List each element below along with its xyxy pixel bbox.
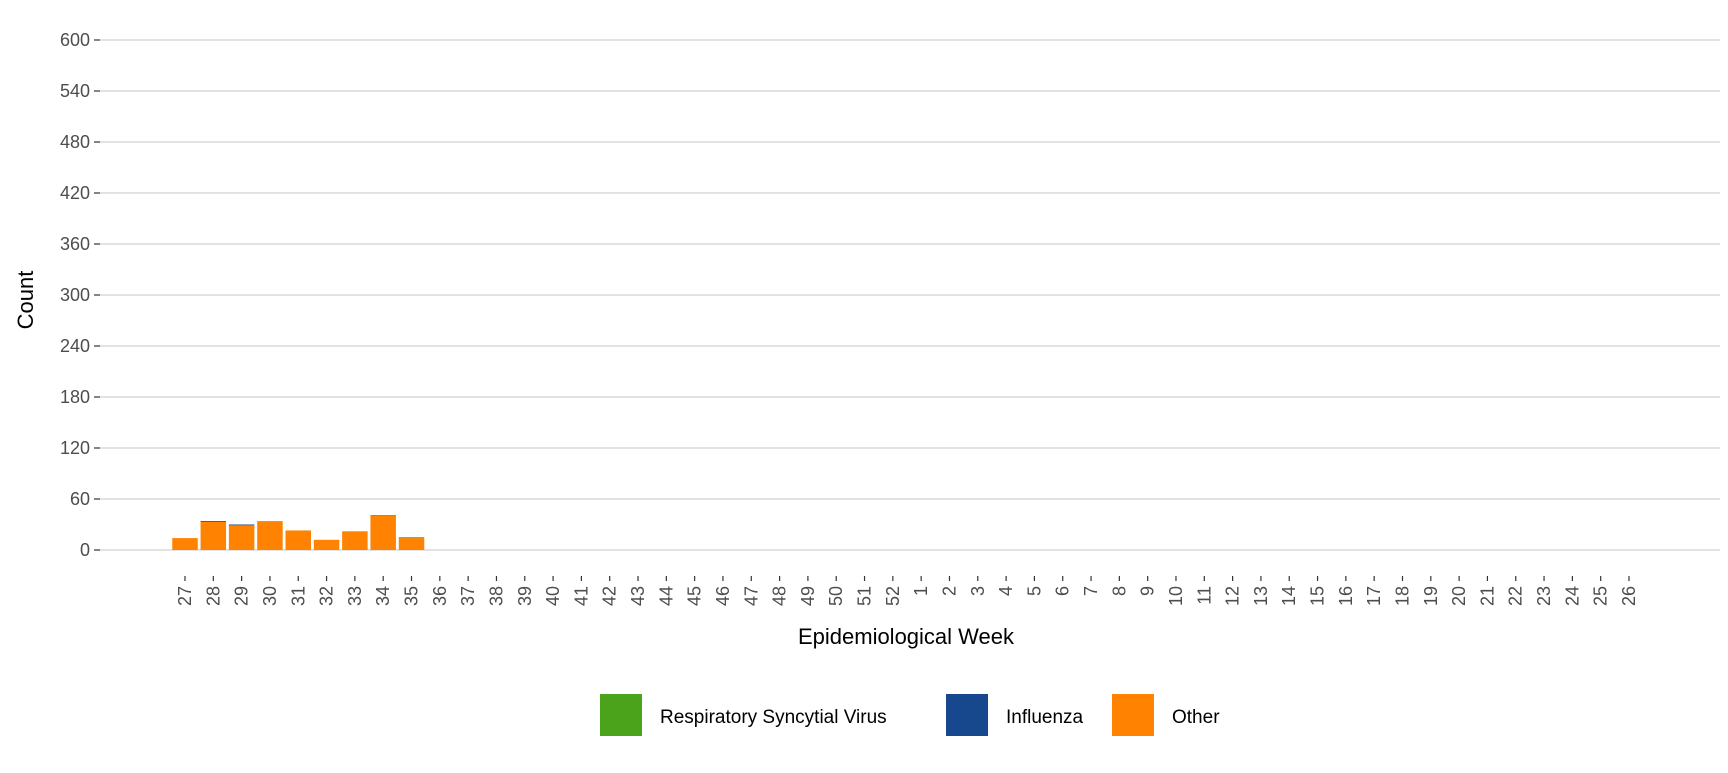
y-tick-label: 60 [70, 489, 90, 509]
bar-influenza [228, 524, 255, 526]
x-tick-label: 3 [968, 586, 988, 596]
bar-other [172, 538, 198, 550]
x-tick-label: 46 [713, 586, 733, 606]
x-tick-label: 30 [260, 586, 280, 606]
y-tick-label: 120 [60, 438, 90, 458]
x-tick-label: 49 [798, 586, 818, 606]
x-tick-label: 19 [1421, 586, 1441, 606]
x-tick-label: 40 [543, 586, 563, 606]
x-tick-label: 1 [911, 586, 931, 596]
legend: Respiratory Syncytial Virus Influenza Othe… [600, 694, 1220, 736]
bar-other [342, 531, 368, 550]
y-tick-label: 240 [60, 336, 90, 356]
x-tick-label: 20 [1449, 586, 1469, 606]
x-tick-label: 50 [826, 586, 846, 606]
x-tick-label: 7 [1081, 586, 1101, 596]
bar-other [228, 525, 255, 550]
legend-swatch [600, 694, 642, 736]
x-axis: 27 28 29 30 31 32 33 34 35 36 37 38 39 40 41 42 43 44 45 46… [175, 576, 1639, 606]
x-tick-label: 32 [317, 586, 337, 606]
x-tick-label: 44 [656, 586, 676, 606]
x-tick-label: 16 [1336, 586, 1356, 606]
x-tick-label: 41 [571, 586, 591, 606]
x-tick-label: 15 [1308, 586, 1328, 606]
x-tick-label: 47 [741, 586, 761, 606]
x-tick-label: 33 [345, 586, 365, 606]
x-tick-label: 34 [373, 586, 393, 606]
y-tick-label: 180 [60, 387, 90, 407]
x-tick-label: 51 [855, 586, 875, 606]
x-tick-label: 48 [770, 586, 790, 606]
grid [100, 39, 1720, 551]
bars [172, 515, 425, 550]
y-axis-label: Count [13, 271, 38, 330]
x-tick-label: 25 [1591, 586, 1611, 606]
x-tick-label: 43 [628, 586, 648, 606]
x-tick-label: 38 [486, 586, 506, 606]
y-tick-label: 360 [60, 234, 90, 254]
x-tick-label: 12 [1223, 586, 1243, 606]
x-tick-label: 18 [1392, 586, 1412, 606]
x-tick-label: 45 [685, 586, 705, 606]
legend-label: Respiratory Syncytial Virus [660, 707, 887, 728]
x-tick-label: 52 [883, 586, 903, 606]
x-tick-label: 23 [1534, 586, 1554, 606]
y-tick-label: 480 [60, 132, 90, 152]
y-tick-label: 300 [60, 285, 90, 305]
x-tick-label: 36 [430, 586, 450, 606]
x-tick-label: 39 [515, 586, 535, 606]
y-tick-label: 540 [60, 81, 90, 101]
x-axis-label: Epidemiological Week [798, 624, 1015, 649]
x-tick-label: 37 [458, 586, 478, 606]
bar-other [370, 516, 396, 550]
x-tick-label: 5 [1024, 586, 1044, 596]
bar-respiratory-syncytial-virus [398, 537, 425, 539]
legend-swatch [946, 694, 988, 736]
x-tick-label: 11 [1194, 586, 1214, 605]
legend-label: Influenza [1006, 707, 1084, 728]
bar-other [257, 521, 283, 550]
x-tick-label: 2 [939, 586, 959, 596]
x-tick-label: 24 [1562, 586, 1582, 606]
x-tick-label: 28 [203, 586, 223, 606]
legend-swatch [1112, 694, 1154, 736]
y-tick-label: 420 [60, 183, 90, 203]
x-tick-label: 8 [1109, 586, 1129, 596]
legend-label: Other [1172, 707, 1220, 728]
y-axis: 0 60 120 180 240 300 360 420 480 540 600 [60, 30, 100, 560]
bar-other [313, 539, 340, 550]
x-tick-label: 31 [288, 586, 308, 606]
x-tick-label: 22 [1506, 586, 1526, 606]
x-tick-label: 4 [996, 586, 1016, 596]
y-tick-label: 600 [60, 30, 90, 50]
bar-other [200, 521, 227, 550]
x-tick-label: 21 [1477, 586, 1497, 606]
x-tick-label: 42 [600, 586, 620, 606]
x-tick-label: 14 [1279, 586, 1299, 606]
x-tick-label: 29 [232, 586, 252, 606]
x-tick-label: 27 [175, 586, 195, 606]
y-tick-label: 0 [80, 540, 90, 560]
x-tick-label: 35 [402, 586, 422, 606]
bar-other [398, 538, 425, 550]
x-tick-label: 13 [1251, 586, 1271, 606]
bar-influenza [200, 521, 227, 522]
x-tick-label: 17 [1364, 586, 1384, 606]
x-tick-label: 10 [1166, 586, 1186, 606]
bar-other [285, 530, 311, 550]
bar-respiratory-syncytial-virus [370, 515, 396, 516]
x-tick-label: 6 [1053, 586, 1073, 596]
x-tick-label: 26 [1619, 586, 1639, 606]
x-tick-label: 9 [1138, 586, 1158, 596]
